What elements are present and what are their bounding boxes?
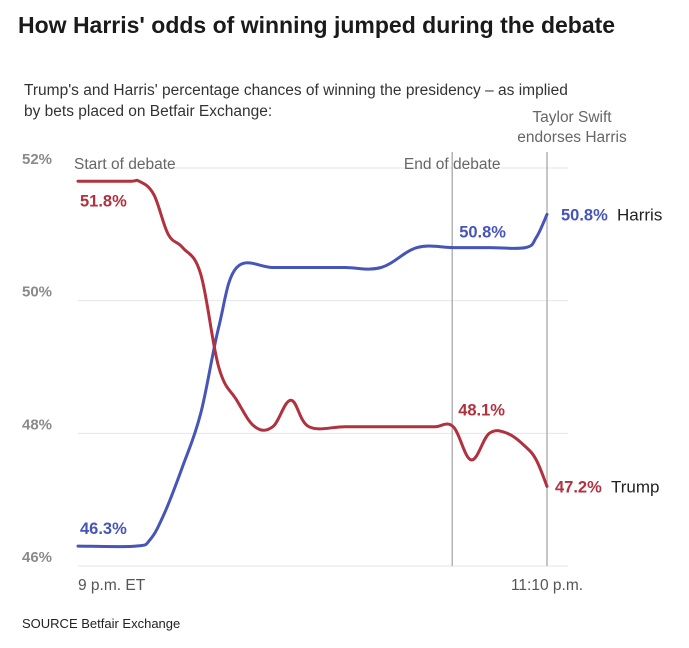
event-markers: [451, 152, 548, 566]
chart-title: How Harris' odds of winning jumped durin…: [18, 12, 616, 38]
line-chart: 52% 50% 48% 46% 9 p.m. ET 11:10 p.m. Start of …: [22, 109, 662, 594]
y-tick-label: 46%: [22, 549, 52, 566]
series-name-harris: Harris: [617, 205, 662, 224]
y-tick-label: 50%: [22, 284, 52, 301]
gridlines: [78, 167, 568, 567]
series-line-trump: [76, 178, 549, 488]
annotation-end-of-debate: End of debate: [404, 156, 501, 173]
data-label-harris: 50.8%: [561, 206, 608, 224]
labels: 52% 50% 48% 46% 9 p.m. ET 11:10 p.m. Start of …: [22, 109, 662, 594]
annotation-start-of-debate: Start of debate: [74, 156, 176, 173]
source-note: SOURCE Betfair Exchange: [22, 616, 181, 631]
annotation-swift-line1: Taylor Swift: [532, 109, 612, 126]
data-label-harris: 46.3%: [80, 520, 127, 538]
chart-subtitle: Trump's and Harris' percentage chances o…: [24, 82, 568, 120]
data-label-trump: 47.2%: [555, 478, 602, 496]
series-lines: [76, 178, 549, 549]
y-tick-label: 52%: [22, 151, 52, 168]
data-label-harris: 50.8%: [459, 224, 506, 242]
y-tick-label: 48%: [22, 416, 52, 433]
x-tick-label: 11:10 p.m.: [511, 577, 583, 594]
data-label-trump: 51.8%: [80, 192, 127, 210]
annotation-swift-line2: endorses Harris: [517, 129, 627, 146]
data-label-trump: 48.1%: [458, 402, 505, 420]
series-name-trump: Trump: [611, 477, 660, 496]
series-line-harris: [76, 212, 549, 549]
x-tick-label: 9 p.m. ET: [78, 577, 146, 594]
